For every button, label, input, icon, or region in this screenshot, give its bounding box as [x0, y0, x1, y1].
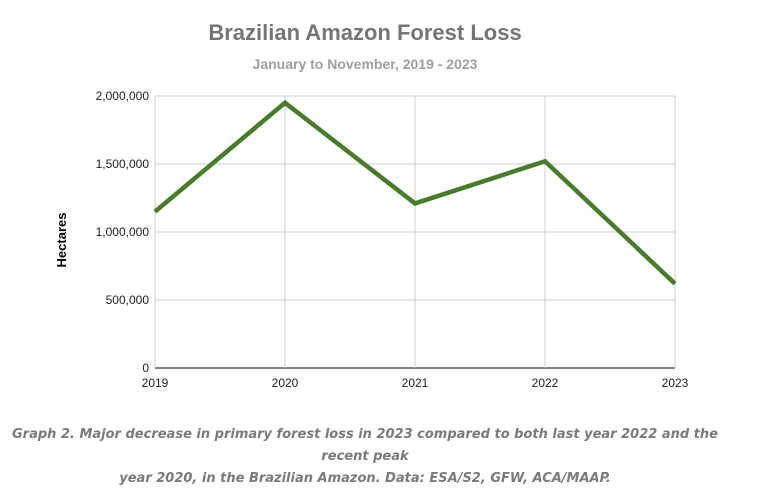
y-tick-label: 0 — [142, 361, 149, 375]
series-layer — [153, 99, 677, 286]
y-tick-label: 1,500,000 — [96, 157, 150, 171]
y-axis-ticks: 0 500,000 1,000,000 1,500,000 2,000,000 — [96, 89, 150, 375]
chart-subtitle: January to November, 2019 - 2023 — [252, 56, 478, 72]
caption-line-1: Graph 2. Major decrease in primary fores… — [12, 427, 718, 464]
x-tick-label: 2019 — [142, 376, 169, 390]
y-tick-label: 500,000 — [106, 293, 150, 307]
series-line — [153, 99, 677, 286]
gridlines — [154, 95, 676, 369]
x-axis-ticks: 2019 2020 2021 2022 2023 — [142, 376, 689, 390]
x-tick-label: 2023 — [662, 376, 689, 390]
x-tick-label: 2020 — [272, 376, 299, 390]
caption-line-2: year 2020, in the Brazilian Amazon. Data… — [119, 471, 611, 486]
x-tick-label: 2021 — [402, 376, 429, 390]
y-axis-label: Hectares — [54, 213, 69, 268]
chart-title: Brazilian Amazon Forest Loss — [208, 20, 522, 45]
y-tick-label: 1,000,000 — [96, 225, 150, 239]
y-tick-label: 2,000,000 — [96, 89, 150, 103]
line-chart: 0 500,000 1,000,000 1,500,000 2,000,000 2019… — [54, 89, 689, 390]
figure-caption: Graph 2. Major decrease in primary fores… — [0, 424, 730, 490]
x-tick-label: 2022 — [532, 376, 559, 390]
